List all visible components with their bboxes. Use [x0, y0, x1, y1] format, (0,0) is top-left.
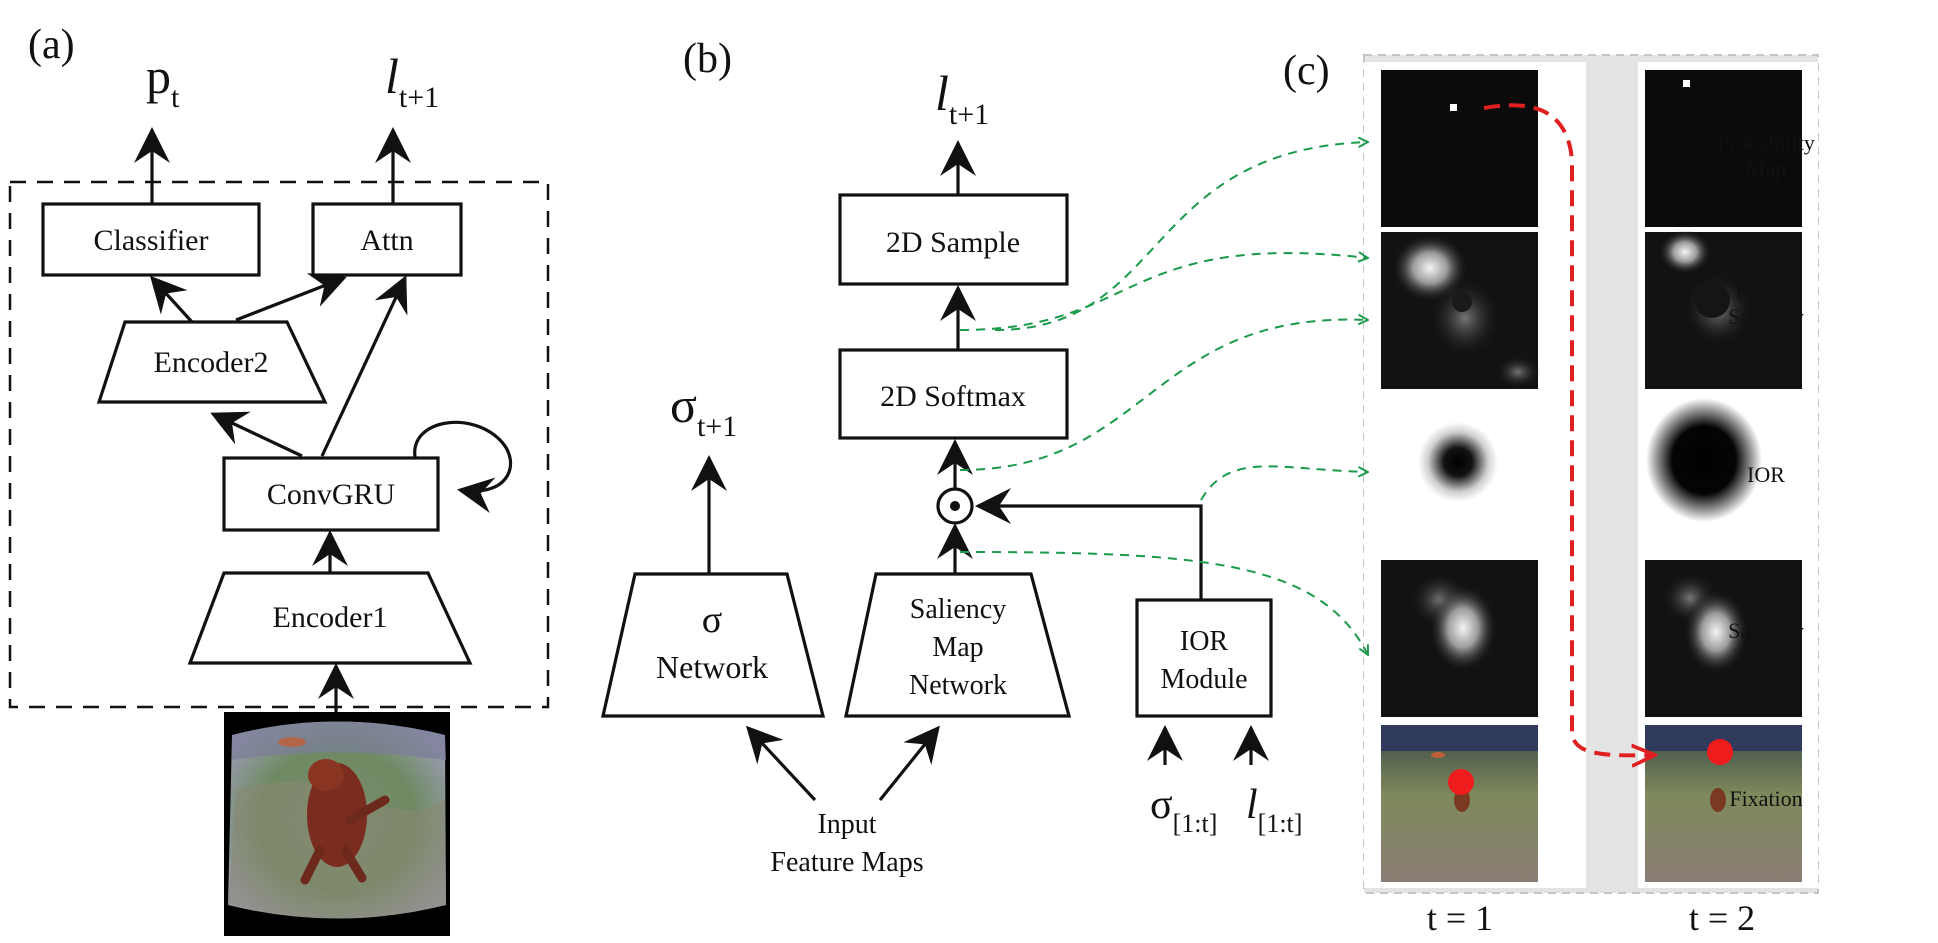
connector-ior-module-to-ior — [1200, 465, 1368, 501]
output-p: pt — [146, 48, 180, 114]
sigma-network-trapezoid — [600, 572, 826, 718]
row-label-probability-map: Probability Map — [1717, 130, 1815, 181]
svg-text:Map: Map — [1746, 330, 1786, 355]
sample-box — [838, 193, 1069, 286]
sample-label: 2D Sample — [886, 226, 1020, 259]
encoder1-label: Encoder1 — [273, 601, 388, 634]
arrow-input-to-saliency-network — [878, 725, 940, 802]
convgru-label: ConvGRU — [267, 478, 396, 511]
model-container-dashed — [8, 180, 550, 709]
row-label-ior: IOR — [1747, 462, 1785, 487]
encoder2-trapezoid — [96, 320, 328, 404]
connector-odot-to-ior-saliency — [959, 320, 1368, 471]
panel-b-output-l: lt+1 — [935, 65, 989, 131]
input-feature-maps-label-1: Input — [817, 809, 876, 840]
svg-text:IOR: IOR — [1747, 462, 1785, 487]
sigma-network-symbol: σ — [702, 599, 722, 641]
connector-sample-input-to-probability — [994, 142, 1368, 331]
convgru-recurrent-loop — [413, 420, 512, 513]
svg-text:Saliency: Saliency — [1728, 618, 1804, 643]
t1-probability-map — [1381, 70, 1538, 227]
connector-saliency-to-saliency-map — [959, 551, 1368, 655]
svg-text:Probability: Probability — [1717, 130, 1815, 155]
t1-fixation-dot — [1448, 769, 1474, 795]
odot-dot — [950, 501, 960, 511]
t2-saliency-map — [1645, 560, 1802, 717]
fixation-path-red-dashed — [1483, 103, 1655, 755]
sigma-network-label: Network — [656, 649, 768, 685]
panel-c-letter: (c) — [1283, 48, 1330, 94]
row-label-saliency-map: Saliency Map — [1728, 618, 1804, 669]
arrow-encoder2-to-classifier — [149, 275, 194, 324]
saliency-network-label-1: Saliency — [910, 594, 1006, 625]
arrow-convgru-to-encoder2 — [210, 411, 303, 458]
sigma-output: σt+1 — [670, 377, 737, 443]
t1-ior-map — [1381, 396, 1538, 552]
saliency-network-label-2: Map — [932, 632, 983, 663]
svg-text:Fixation: Fixation — [1729, 786, 1802, 811]
saliency-network-label-3: Network — [909, 670, 1007, 701]
panel-a-letter: (a) — [28, 22, 75, 68]
softmax-label: 2D Softmax — [880, 380, 1026, 413]
attn-label: Attn — [360, 224, 413, 257]
encoder2-label: Encoder2 — [154, 346, 269, 379]
arrow-ior-to-odot — [975, 488, 1203, 600]
softmax-box — [838, 348, 1069, 440]
t2-fixation-image — [1645, 725, 1802, 882]
classifier-label: Classifier — [94, 224, 209, 257]
classifier-box — [41, 202, 261, 277]
arrow-convgru-to-attn — [320, 275, 408, 457]
sigma-history-input: σ[1:t] — [1150, 782, 1217, 838]
row-label-fixation: Fixation — [1729, 786, 1802, 811]
t1-fixation-image — [1381, 725, 1538, 882]
row-label-ior-saliency-map: IOR & Saliency Map — [1728, 278, 1804, 355]
input-feature-maps-label-2: Feature Maps — [770, 847, 923, 878]
encoder1-trapezoid — [187, 571, 473, 665]
arrow-input-to-sigma-network — [745, 725, 817, 802]
t1-ior-saliency-map — [1381, 232, 1540, 389]
svg-text:IOR &: IOR & — [1736, 278, 1797, 303]
svg-text:Map: Map — [1746, 644, 1786, 669]
t2-probability-map — [1645, 70, 1802, 227]
panel-b-letter: (b) — [683, 36, 732, 82]
ior-module-label-2: Module — [1160, 664, 1247, 695]
input-image-dog — [224, 712, 450, 936]
column-label-t2: t = 2 — [1689, 898, 1755, 938]
t2-ior-saliency-map — [1645, 230, 1802, 389]
output-l: lt+1 — [385, 48, 439, 114]
ior-module-label-1: IOR — [1180, 626, 1229, 657]
ior-module-box — [1135, 598, 1273, 718]
attn-box — [311, 202, 463, 277]
svg-text:Map: Map — [1746, 156, 1786, 181]
t2-ior-map — [1645, 396, 1802, 552]
l-history-input: l[1:t] — [1246, 782, 1302, 838]
arrow-encoder2-to-attn — [235, 273, 347, 322]
t2-fixation-dot — [1707, 739, 1733, 765]
saliency-network-trapezoid — [844, 572, 1072, 718]
t1-saliency-map — [1381, 560, 1538, 717]
connector-softmax-to-probability — [959, 253, 1368, 331]
svg-text:Saliency: Saliency — [1728, 304, 1804, 329]
column-label-t1: t = 1 — [1427, 898, 1493, 938]
